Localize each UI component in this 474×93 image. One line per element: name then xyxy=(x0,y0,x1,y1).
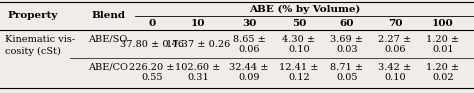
Text: 30: 30 xyxy=(242,19,256,28)
Text: 102.60 ±: 102.60 ± xyxy=(175,62,221,72)
Text: Blend: Blend xyxy=(91,12,125,20)
Text: 1.20 ±: 1.20 ± xyxy=(427,35,460,44)
Text: 0.09: 0.09 xyxy=(238,73,260,82)
Text: 8.65 ±: 8.65 ± xyxy=(233,35,265,44)
Text: 60: 60 xyxy=(340,19,354,28)
Text: 32.44 ±: 32.44 ± xyxy=(229,62,269,72)
Text: 2.27 ±: 2.27 ± xyxy=(378,35,411,44)
Text: 0.10: 0.10 xyxy=(288,45,310,54)
Text: 37.80 ± 0.46: 37.80 ± 0.46 xyxy=(120,40,184,49)
Text: 100: 100 xyxy=(432,19,454,28)
Text: 226.20 ±: 226.20 ± xyxy=(129,62,175,72)
Text: 0.55: 0.55 xyxy=(141,73,163,82)
Text: 0.06: 0.06 xyxy=(384,45,406,54)
Text: 0.06: 0.06 xyxy=(238,45,260,54)
Text: Property: Property xyxy=(7,12,57,20)
Text: 0.03: 0.03 xyxy=(336,45,358,54)
Text: ABE/SO: ABE/SO xyxy=(88,35,128,44)
Text: 0.01: 0.01 xyxy=(432,45,454,54)
Text: 3.42 ±: 3.42 ± xyxy=(378,62,411,72)
Text: 70: 70 xyxy=(388,19,402,28)
Text: ABE (% by Volume): ABE (% by Volume) xyxy=(249,4,360,14)
Text: 0.12: 0.12 xyxy=(288,73,310,82)
Text: 10: 10 xyxy=(191,19,205,28)
Text: 0.05: 0.05 xyxy=(336,73,358,82)
Text: 1.20 ±: 1.20 ± xyxy=(427,62,460,72)
Text: 4.30 ±: 4.30 ± xyxy=(283,35,316,44)
Text: 50: 50 xyxy=(292,19,306,28)
Text: ABE/CO: ABE/CO xyxy=(88,62,128,72)
Text: 0.02: 0.02 xyxy=(432,73,454,82)
Text: cosity (cSt): cosity (cSt) xyxy=(5,46,61,56)
Text: Kinematic vis-: Kinematic vis- xyxy=(5,36,75,44)
Text: 17.37 ± 0.26: 17.37 ± 0.26 xyxy=(166,40,230,49)
Text: 0.31: 0.31 xyxy=(187,73,209,82)
Text: 8.71 ±: 8.71 ± xyxy=(330,62,364,72)
Text: 3.69 ±: 3.69 ± xyxy=(330,35,364,44)
Text: 0.10: 0.10 xyxy=(384,73,406,82)
Text: 12.41 ±: 12.41 ± xyxy=(279,62,319,72)
Text: 0: 0 xyxy=(148,19,155,28)
